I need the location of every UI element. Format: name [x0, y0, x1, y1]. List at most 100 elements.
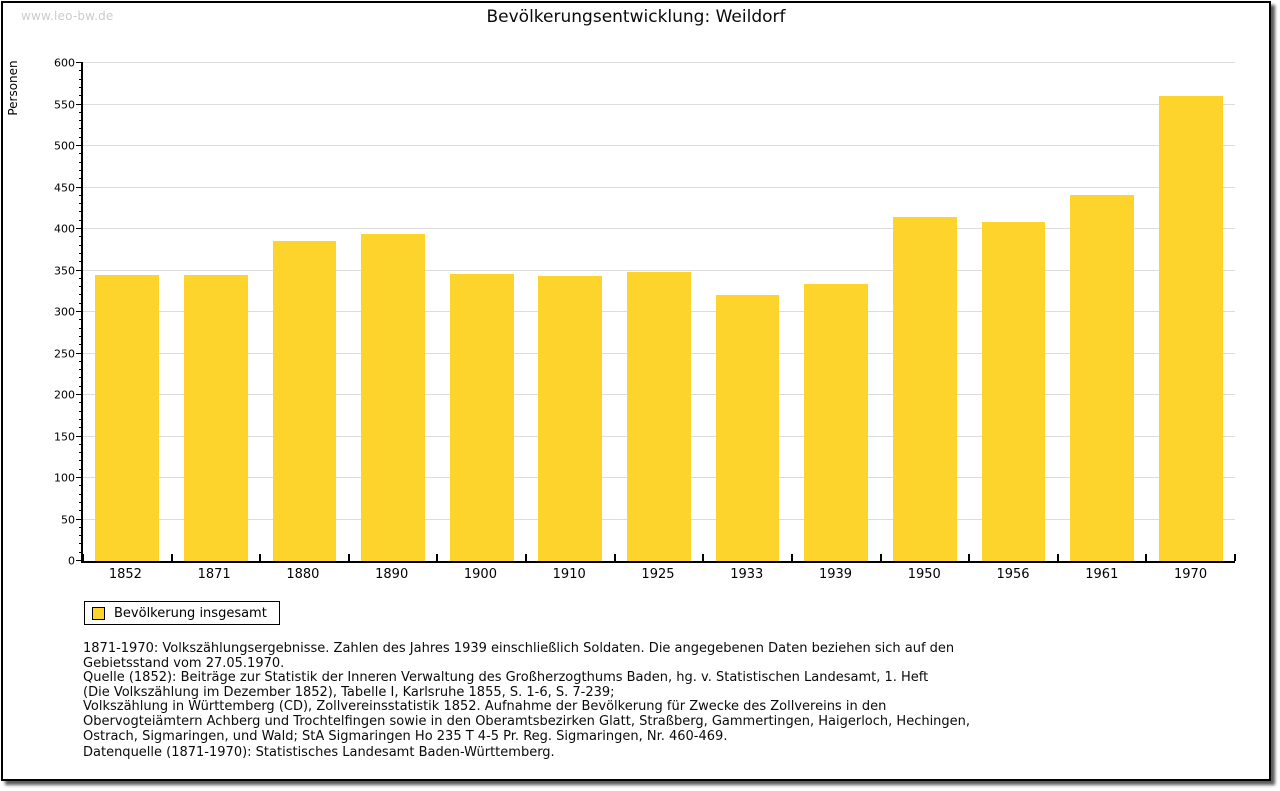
x-tick-label-1910: 1910 [552, 567, 586, 582]
plot-area: 0 50 100 150 200 250 300 350 400 450 500 550 600 [54, 57, 1236, 568]
x-axis-tick-labels: 1852 1871 1880 1890 1900 1910 1925 1933 1939 1950… [81, 567, 1235, 582]
y-minor-tick-60 [79, 510, 83, 512]
y-minor-tick-270 [79, 335, 83, 337]
x-tick-label-1890: 1890 [375, 567, 409, 582]
bar-1933 [715, 294, 780, 561]
y-major-tick-400 [76, 228, 83, 229]
y-tick-label-100: 100 [54, 471, 75, 485]
bar-slot-1956 [969, 63, 1058, 561]
bar-1925 [627, 272, 691, 561]
y-minor-tick-530 [79, 120, 83, 122]
y-major-tick-300 [76, 311, 83, 312]
y-minor-tick-510 [79, 136, 83, 138]
bar-slot-1939 [792, 63, 881, 561]
y-minor-tick-230 [79, 369, 83, 371]
y-tick-label-400: 400 [54, 222, 75, 236]
bar-slot-1961 [1058, 63, 1147, 561]
y-major-tick-100 [76, 477, 83, 478]
bar-1871 [184, 275, 248, 561]
x-boundary-tick-10 [968, 554, 971, 561]
bar-slot-1933 [703, 63, 792, 561]
bar-slot-1950 [880, 63, 969, 561]
bar-slot-1925 [615, 63, 704, 561]
y-tick-label-0: 0 [68, 554, 75, 568]
bar-slot-1871 [172, 63, 261, 561]
y-minor-tick-280 [79, 327, 83, 329]
y-major-tick-550 [76, 103, 83, 105]
legend: Bevölkerung insgesamt [84, 601, 280, 625]
y-minor-tick-110 [79, 468, 83, 470]
gridline-350 [83, 269, 1235, 271]
y-tick-label-600: 600 [54, 56, 75, 70]
y-minor-tick-10 [79, 551, 83, 553]
x-tick-label-1956: 1956 [996, 567, 1030, 582]
y-minor-tick-430 [79, 203, 83, 205]
y-minor-tick-420 [79, 211, 83, 213]
legend-swatch [92, 606, 105, 620]
y-minor-tick-330 [79, 286, 83, 288]
footnote-line-4: (Die Volkszählung im Dezember 1852), Tab… [83, 684, 615, 700]
x-boundary-tick-3 [347, 554, 350, 561]
x-tick-label-1933: 1933 [730, 567, 764, 582]
y-minor-tick-380 [79, 244, 83, 246]
y-tick-label-450: 450 [54, 181, 75, 194]
x-boundary-tick-12 [1145, 554, 1148, 561]
x-boundary-tick-1 [170, 554, 173, 561]
x-tick-label-1950: 1950 [907, 567, 941, 582]
bar-slot-1880 [260, 63, 349, 561]
bar-1900 [449, 273, 514, 561]
x-tick-label-1871: 1871 [197, 567, 231, 582]
x-tick-label-1852: 1852 [108, 567, 142, 582]
footnote-line-6: Obervogteiämtern Achberg und Trochtelfin… [83, 713, 971, 729]
footnote-line-3: Quelle (1852): Beiträge zur Statistik de… [83, 670, 929, 686]
x-boundary-tick-9 [879, 554, 882, 561]
y-minor-tick-240 [79, 360, 83, 362]
y-minor-tick-370 [79, 252, 83, 254]
bar-1970 [1158, 96, 1223, 561]
x-boundary-tick-0 [82, 554, 84, 561]
watermark: www.leo-bw.de [21, 9, 114, 23]
y-minor-tick-180 [79, 410, 83, 412]
footnote-line-7: Ostrach, Sigmaringen, und Wald; StA Sigm… [83, 728, 728, 744]
x-boundary-tick-7 [702, 554, 705, 561]
y-minor-tick-460 [79, 178, 83, 180]
y-minor-tick-540 [79, 111, 83, 113]
footnote-line-2: Gebietsstand vom 27.05.1970. [83, 655, 285, 671]
y-tick-label-50: 50 [61, 513, 75, 526]
y-major-tick-200 [76, 394, 83, 395]
gridline-400 [83, 228, 1235, 229]
gridline-600 [83, 62, 1235, 63]
x-boundary-tick-4 [436, 554, 439, 561]
bars-container [83, 63, 1235, 561]
y-minor-tick-290 [79, 319, 83, 321]
y-axis-label: Personen [6, 60, 20, 116]
y-minor-tick-390 [79, 236, 83, 238]
x-boundary-tick-8 [790, 554, 793, 561]
bar-1852 [95, 275, 160, 561]
y-tick-label-500: 500 [54, 139, 75, 153]
gridline-450 [83, 186, 1235, 188]
y-tick-label-250: 250 [54, 347, 75, 360]
y-minor-tick-130 [79, 452, 83, 454]
bar-slot-1910 [526, 63, 615, 561]
x-tick-label-1880: 1880 [286, 567, 320, 582]
y-tick-label-200: 200 [54, 388, 75, 402]
bar-1910 [538, 276, 603, 561]
y-tick-label-350: 350 [54, 264, 75, 277]
y-minor-tick-260 [79, 344, 83, 346]
bar-1950 [892, 216, 957, 561]
y-minor-tick-120 [79, 460, 83, 462]
y-minor-tick-310 [79, 302, 83, 304]
x-boundary-tick-11 [1056, 554, 1059, 561]
chart-title: Bevölkerungsentwicklung: Weildorf [486, 7, 786, 27]
y-minor-tick-20 [79, 543, 83, 545]
footnote-line-5: Volkszählung in Württemberg (CD), Zollve… [83, 699, 887, 715]
y-minor-tick-70 [79, 501, 83, 503]
y-minor-tick-470 [79, 169, 83, 171]
y-major-tick-350 [76, 269, 83, 271]
chart-frame: www.leo-bw.de Bevölkerungsentwicklung: W… [1, 1, 1271, 781]
bar-slot-1970 [1146, 63, 1235, 561]
x-tick-label-1939: 1939 [818, 567, 853, 582]
x-tick-label-1900: 1900 [463, 567, 497, 582]
y-minor-tick-220 [79, 377, 83, 379]
